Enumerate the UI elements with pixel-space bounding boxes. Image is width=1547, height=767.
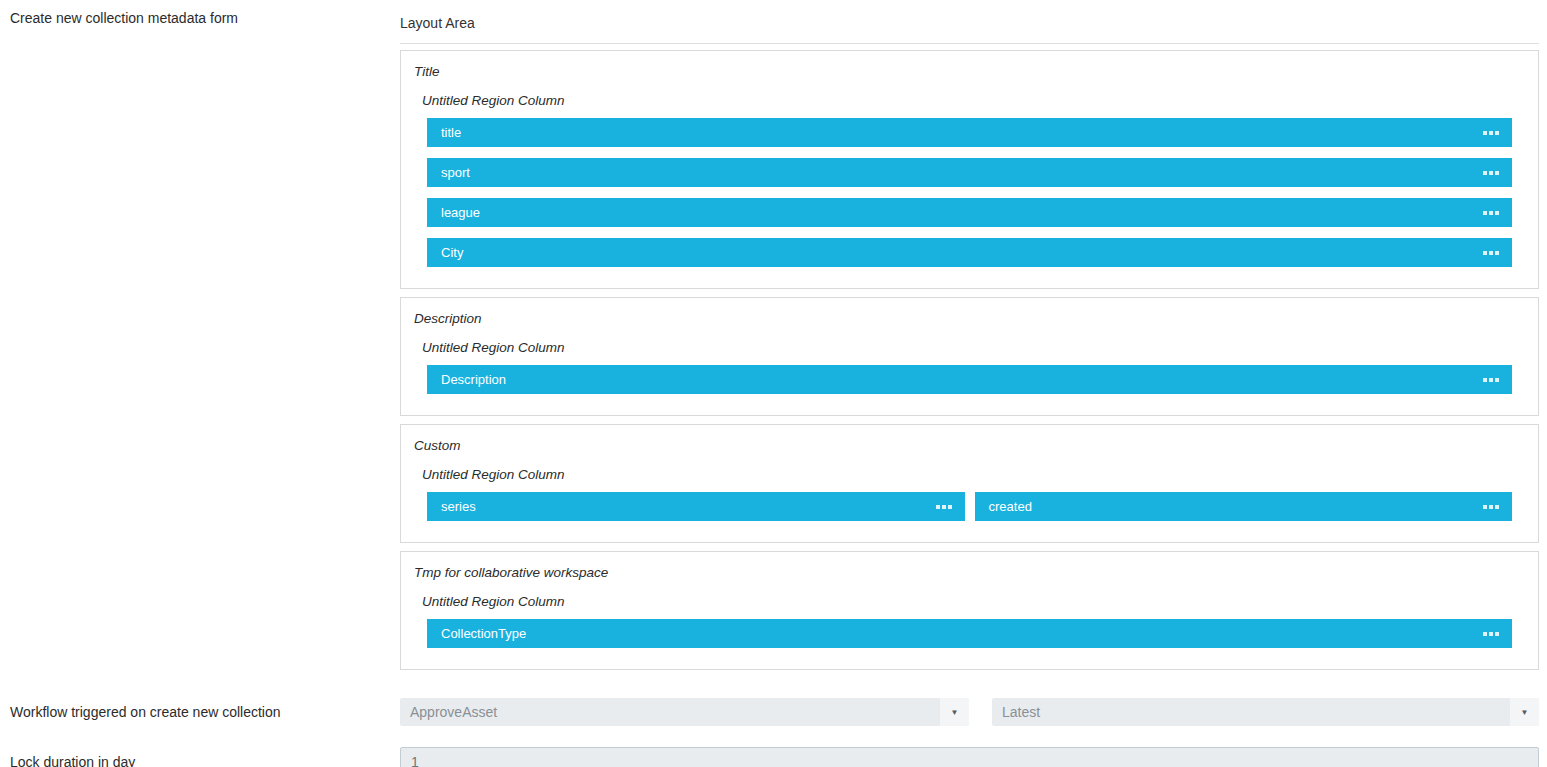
workflow-version-dropdown[interactable]: Latest ▼ [992, 698, 1539, 726]
chevron-down-icon[interactable]: ▼ [1510, 698, 1539, 726]
form-section-label: Create new collection metadata form [10, 10, 400, 26]
field-bar[interactable]: league [427, 198, 1512, 227]
field-label: title [441, 125, 461, 140]
lock-duration-row: Lock duration in day [0, 747, 1547, 767]
page-root: Create new collection metadata form Layo… [0, 0, 1547, 678]
region-column-label: Untitled Region Column [422, 93, 1512, 108]
field-bar[interactable]: sport [427, 158, 1512, 187]
field-bar[interactable]: created [975, 492, 1513, 521]
field-bar[interactable]: CollectionType [427, 619, 1512, 648]
field-label: Description [441, 372, 506, 387]
drag-handle-icon[interactable] [1483, 632, 1499, 636]
field-label: City [441, 245, 463, 260]
layout-group: Tmp for collaborative workspace Untitled… [400, 551, 1539, 670]
field-label: series [441, 499, 476, 514]
layout-group: Title Untitled Region Column title sport l… [400, 50, 1539, 289]
group-title: Title [414, 64, 1512, 79]
layout-area: Layout Area Title Untitled Region Column… [400, 0, 1539, 678]
field-rows: series created [427, 492, 1512, 521]
field-bar[interactable]: series [427, 492, 965, 521]
drag-handle-icon[interactable] [1483, 378, 1499, 382]
drag-handle-icon[interactable] [1483, 251, 1499, 255]
chevron-down-icon[interactable]: ▼ [940, 698, 969, 726]
layout-group: Custom Untitled Region Column series crea… [400, 424, 1539, 543]
region-column-label: Untitled Region Column [422, 340, 1512, 355]
lock-duration-field-wrap [400, 747, 1539, 767]
drag-handle-icon[interactable] [1483, 131, 1499, 135]
field-row: City [427, 238, 1512, 267]
group-title: Tmp for collaborative workspace [414, 565, 1512, 580]
form-left-column: Create new collection metadata form [10, 0, 400, 678]
field-label: sport [441, 165, 470, 180]
field-row: league [427, 198, 1512, 227]
layout-groups: Title Untitled Region Column title sport l… [400, 50, 1539, 670]
layout-group: Description Untitled Region Column Descr… [400, 297, 1539, 416]
field-row: Description [427, 365, 1512, 394]
drag-handle-icon[interactable] [1483, 171, 1499, 175]
workflow-controls: ApproveAsset ▼ Latest ▼ [400, 698, 1539, 726]
field-row: CollectionType [427, 619, 1512, 648]
layout-area-title: Layout Area [400, 0, 1539, 44]
field-bar[interactable]: Description [427, 365, 1512, 394]
lock-duration-label: Lock duration in day [10, 754, 400, 767]
drag-handle-icon[interactable] [1483, 211, 1499, 215]
field-row: series created [427, 492, 1512, 521]
field-rows: title sport league City [427, 118, 1512, 267]
group-title: Custom [414, 438, 1512, 453]
field-rows: Description [427, 365, 1512, 394]
field-label: CollectionType [441, 626, 526, 641]
drag-handle-icon[interactable] [936, 505, 952, 509]
lock-duration-input[interactable] [400, 747, 1539, 767]
field-bar[interactable]: title [427, 118, 1512, 147]
field-bar[interactable]: City [427, 238, 1512, 267]
group-title: Description [414, 311, 1512, 326]
field-row: title [427, 118, 1512, 147]
drag-handle-icon[interactable] [1483, 505, 1499, 509]
workflow-dropdown[interactable]: ApproveAsset ▼ [400, 698, 969, 726]
workflow-label: Workflow triggered on create new collect… [10, 704, 400, 720]
region-column-label: Untitled Region Column [422, 467, 1512, 482]
field-rows: CollectionType [427, 619, 1512, 648]
workflow-version-dropdown-value: Latest [992, 698, 1510, 726]
region-column-label: Untitled Region Column [422, 594, 1512, 609]
field-row: sport [427, 158, 1512, 187]
field-label: created [989, 499, 1032, 514]
workflow-dropdown-value: ApproveAsset [400, 698, 940, 726]
field-label: league [441, 205, 480, 220]
workflow-row: Workflow triggered on create new collect… [0, 698, 1547, 726]
